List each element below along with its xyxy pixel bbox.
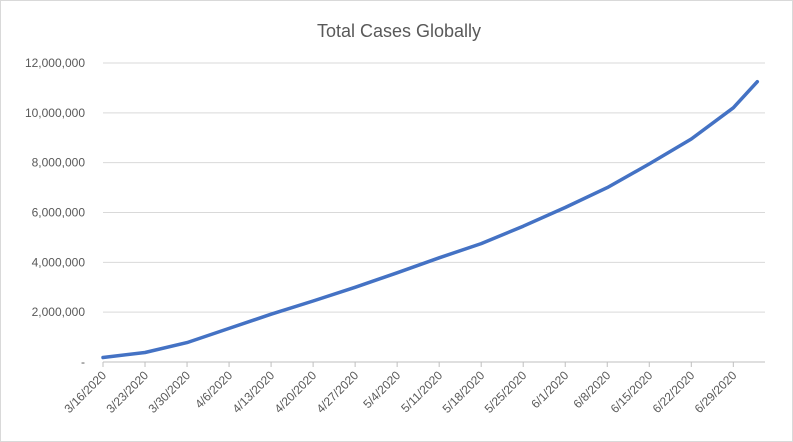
x-tick-label: 4/27/2020 — [314, 368, 362, 416]
y-tick-label: 12,000,000 — [25, 56, 85, 70]
series-line — [101, 79, 760, 360]
x-tick-label: 6/22/2020 — [650, 368, 698, 416]
chart-title: Total Cases Globally — [317, 21, 481, 41]
y-tick-label: 6,000,000 — [32, 206, 86, 220]
x-tick-label: 5/11/2020 — [398, 368, 445, 415]
x-tick-label: 3/23/2020 — [103, 368, 151, 416]
y-tick-label: - — [81, 355, 85, 369]
x-tick-label: 6/1/2020 — [528, 368, 571, 411]
y-tick-label: 8,000,000 — [32, 156, 86, 170]
x-tick-label: 6/29/2020 — [692, 368, 740, 416]
x-tick-label: 4/20/2020 — [272, 368, 320, 416]
x-tick-label: 6/8/2020 — [570, 368, 613, 411]
x-tick-label: 5/4/2020 — [360, 368, 403, 411]
x-tick-label: 3/30/2020 — [146, 368, 194, 416]
x-tick-label: 6/15/2020 — [608, 368, 656, 416]
y-tick-label: 4,000,000 — [32, 255, 86, 269]
x-tick-label: 4/6/2020 — [192, 368, 235, 411]
series-layer — [101, 79, 760, 360]
y-tick-label: 2,000,000 — [32, 305, 86, 319]
x-tick-label: 4/13/2020 — [230, 368, 278, 416]
y-axis-labels: - 2,000,000 4,000,000 6,000,000 8,000,000 10,… — [25, 56, 85, 369]
x-tick-label: 5/18/2020 — [440, 368, 488, 416]
x-tick-label: 5/25/2020 — [482, 368, 530, 416]
gridlines — [103, 62, 765, 363]
x-tick-label: 3/16/2020 — [61, 368, 109, 416]
y-tick-label: 10,000,000 — [25, 106, 85, 120]
